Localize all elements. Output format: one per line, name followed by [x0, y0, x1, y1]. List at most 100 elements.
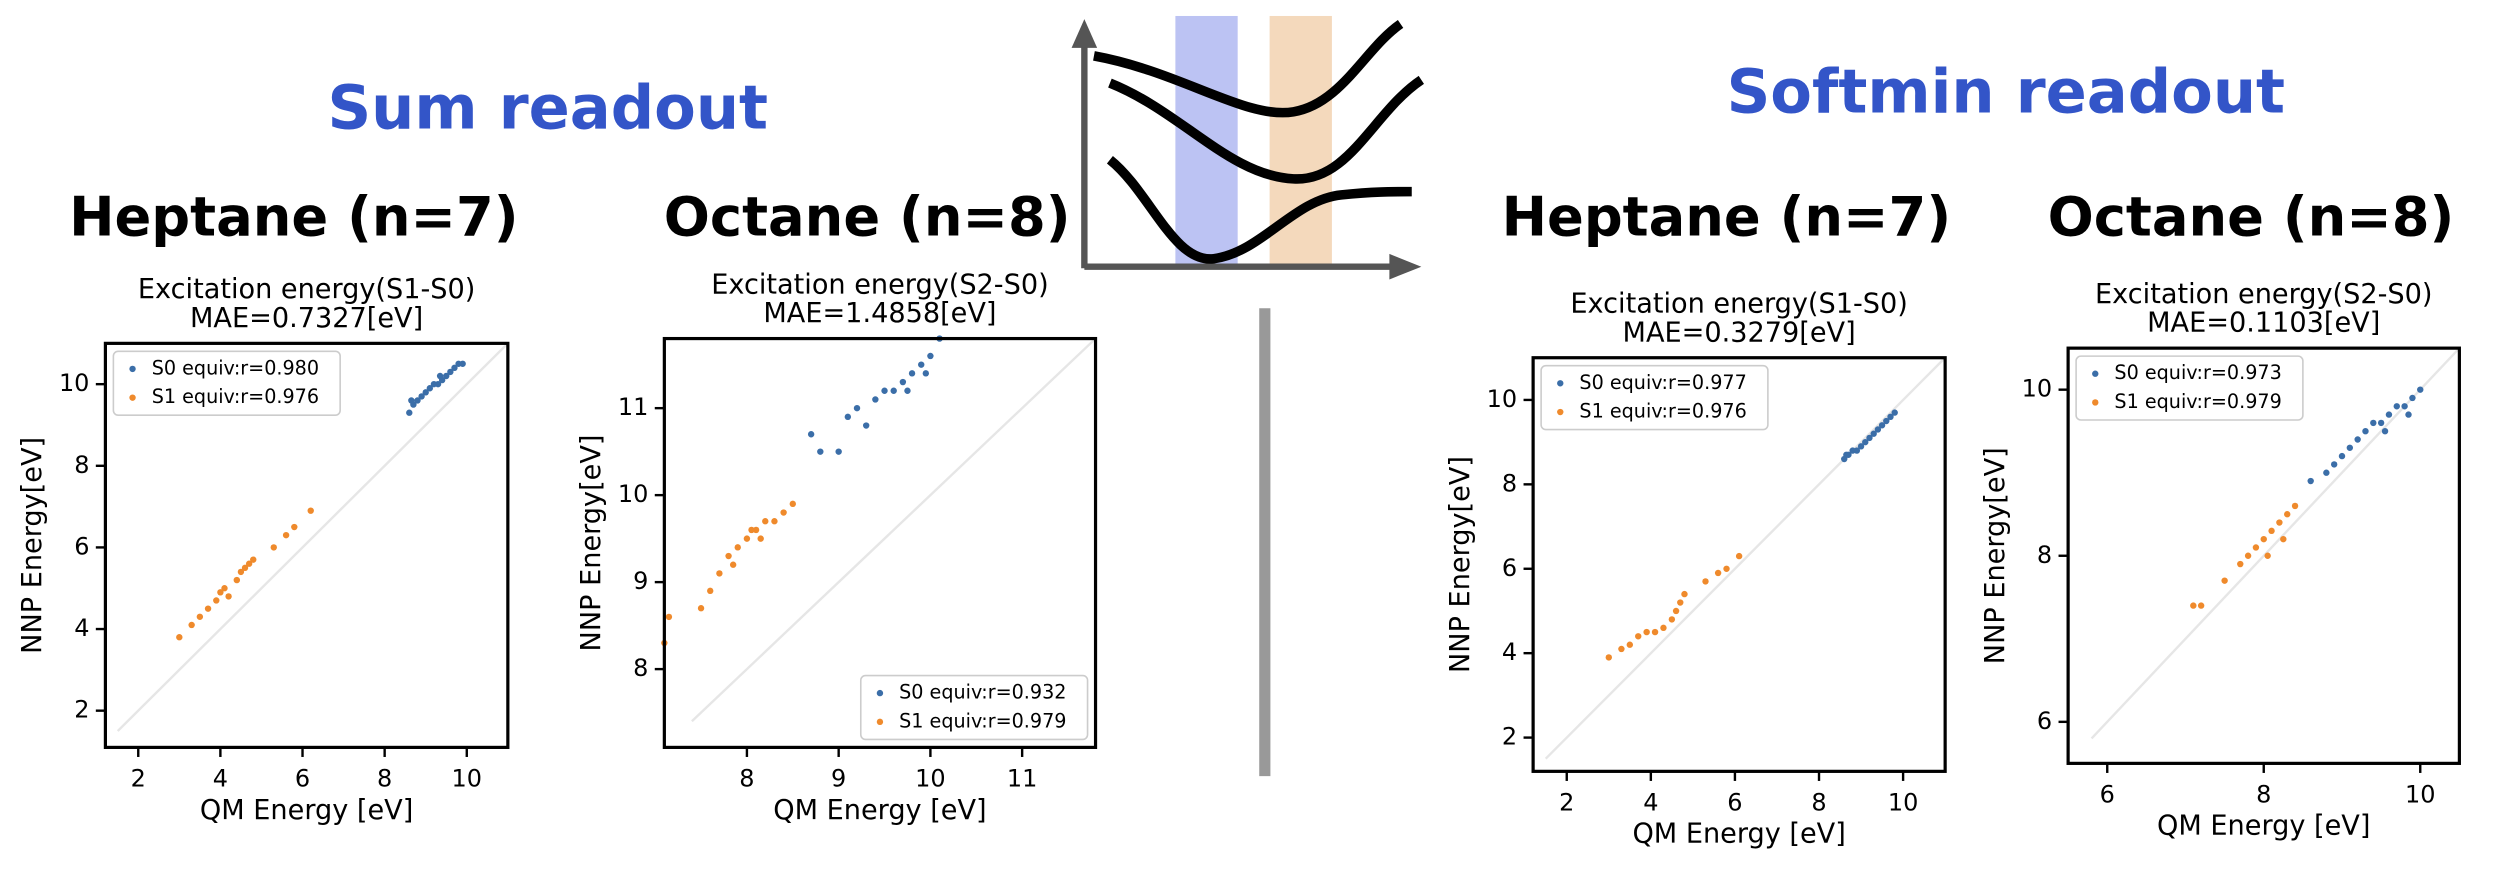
point — [426, 385, 434, 392]
point — [188, 621, 195, 629]
panel-title: Heptane (n=7) — [69, 186, 519, 249]
point — [406, 409, 413, 416]
point — [1672, 607, 1680, 615]
point — [221, 585, 228, 592]
point — [757, 535, 764, 542]
plot-frame — [103, 341, 510, 749]
legend-label: S1 equiv:r=0.979 — [2114, 390, 2281, 413]
point — [1677, 599, 1684, 606]
curve — [1108, 75, 1425, 184]
plot-frame — [662, 336, 1098, 749]
x-tick-label: 8 — [377, 764, 392, 792]
legend-swatch — [876, 689, 884, 697]
y-tick-label: 6 — [1502, 554, 1517, 582]
point — [807, 431, 815, 438]
panel-title: Octane (n=8) — [664, 186, 1071, 249]
legend-box — [112, 350, 341, 417]
point — [1668, 616, 1676, 623]
point — [2284, 511, 2291, 518]
canvas: Sum readout Softmin readout Heptane (n=7… — [17, 15, 2461, 850]
point — [1714, 569, 1722, 577]
point — [2190, 602, 2197, 609]
point — [1618, 645, 1625, 653]
x-tick-label: 10 — [452, 764, 482, 792]
point — [789, 500, 796, 508]
point — [707, 587, 714, 595]
y-tick-label: 10 — [618, 480, 648, 508]
legend-label: S1 equiv:r=0.976 — [152, 385, 319, 408]
subtitle: Excitation energy(S1-S0) — [138, 274, 475, 305]
point — [1681, 590, 1688, 598]
point — [853, 404, 861, 412]
y-tick-label: 9 — [633, 567, 648, 595]
diagram — [1071, 15, 1425, 280]
point — [890, 387, 897, 394]
y-tick-label: 2 — [1502, 723, 1517, 751]
header: Sum readout — [327, 73, 768, 143]
point — [2385, 411, 2393, 418]
point — [237, 568, 245, 576]
x-tick-label: 2 — [131, 764, 146, 792]
point — [716, 570, 723, 577]
y-tick-label: 6 — [2037, 707, 2052, 735]
point — [250, 556, 257, 563]
point — [422, 389, 429, 396]
x-tick-label: 4 — [213, 764, 228, 792]
legend-swatch — [1557, 408, 1564, 416]
point — [2237, 560, 2244, 568]
point — [307, 507, 314, 514]
point — [2417, 386, 2424, 393]
point — [817, 448, 824, 455]
reference-line — [2090, 347, 2461, 740]
x-tick-label: 6 — [2100, 780, 2115, 808]
subtitle: Excitation energy(S1-S0) — [1570, 289, 1907, 320]
point — [908, 370, 916, 377]
point — [780, 509, 787, 516]
point — [752, 526, 760, 534]
point — [408, 397, 415, 404]
legend-swatch — [129, 394, 136, 401]
subtitle: Excitation energy(S2-S0) — [2095, 279, 2432, 310]
y-tick-label: 10 — [59, 369, 89, 397]
point — [862, 422, 870, 429]
point — [1853, 447, 1861, 454]
point — [1870, 430, 1877, 437]
point — [748, 526, 755, 534]
point — [665, 613, 673, 621]
plot-frame — [2066, 346, 2461, 765]
subtitle: MAE=0.3279[eV] — [1623, 317, 1856, 348]
point — [2264, 552, 2271, 559]
point — [225, 593, 232, 600]
point — [899, 378, 907, 386]
point — [447, 368, 454, 376]
panel-title: Heptane (n=7) — [1502, 186, 1952, 249]
legend-box — [859, 674, 1089, 741]
point — [2307, 477, 2314, 485]
legend-box — [1540, 364, 1769, 431]
x-tick-label: 4 — [1643, 788, 1658, 816]
point — [2244, 552, 2252, 559]
point — [2401, 403, 2408, 410]
x-axis-label: QM Energy [eV] — [2157, 811, 2370, 842]
y-tick-label: 10 — [1487, 385, 1517, 413]
point — [1651, 628, 1659, 636]
y-axis-label: NNP Energy[eV] — [576, 435, 607, 652]
point — [2276, 519, 2283, 526]
point — [418, 393, 425, 400]
point — [2291, 502, 2299, 510]
point — [771, 518, 778, 525]
point — [2221, 577, 2228, 584]
point — [414, 397, 421, 404]
point — [1626, 641, 1634, 648]
y-axis-label: NNP Energy[eV] — [17, 437, 48, 654]
point — [451, 364, 458, 372]
point — [1735, 552, 1743, 560]
point — [1723, 565, 1730, 572]
point — [697, 605, 705, 612]
point — [2330, 461, 2338, 468]
point — [204, 605, 212, 612]
point — [1866, 434, 1873, 442]
header: Softmin readout — [1727, 57, 2285, 127]
point — [729, 561, 737, 568]
x-tick-label: 6 — [295, 764, 310, 792]
